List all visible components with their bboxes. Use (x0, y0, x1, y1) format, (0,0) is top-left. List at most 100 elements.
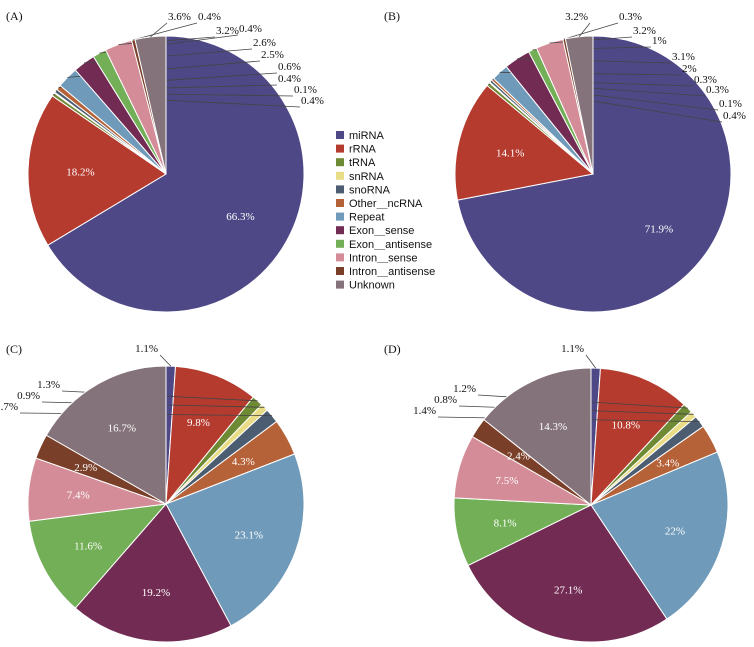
pie-c-label-11: 16.7% (108, 423, 136, 435)
pie-c-label-8: 11.6% (74, 541, 102, 553)
pie-d-label-4: 1.4% (413, 405, 436, 417)
legend-swatch-10 (336, 267, 344, 275)
pie-b-label-0: 71.9% (645, 224, 673, 236)
pie-b-label-4: 0.3% (706, 84, 729, 96)
pie-a-label-2: 0.4% (301, 95, 324, 107)
pie-d-label-5: 3.4% (656, 458, 679, 470)
pie-c-slice-rrna (165, 365, 254, 506)
pie-d-label-2: 1.2% (453, 383, 476, 395)
legend-label-9: Intron＿sense (349, 252, 417, 264)
legend-swatch-2 (336, 158, 344, 167)
legend-label-5: Other＿ncRNA (349, 198, 423, 210)
pie-c-label-6: 23.1% (235, 530, 263, 542)
pie-b-label-2: 0.4% (723, 110, 746, 122)
pie-a-label-11: 3.6% (168, 11, 191, 23)
panel-label-c: (C) (6, 342, 22, 356)
pie-c-label-4: 1.7% (0, 401, 18, 413)
pie-d-label-8: 8.1% (494, 518, 517, 530)
legend-swatch-6 (336, 212, 344, 221)
pie-d-label-0: 1.1% (561, 343, 584, 355)
pie-d-slice-unknown (483, 367, 592, 507)
pie-b-label-7: 3.1% (672, 51, 695, 63)
pie-a-label-10: 0.4% (198, 11, 221, 23)
panel-label-a: (A) (6, 9, 23, 23)
pie-c-label-3: 0.9% (17, 390, 40, 402)
pie-b-slice-rrna (454, 84, 595, 201)
pie-b-label-8: 1% (652, 35, 667, 47)
legend-swatch-7 (336, 226, 344, 235)
pie-b-label-3: 0.1% (719, 98, 742, 110)
legend-swatch-11 (336, 280, 344, 289)
pie-panel-d: 1.1% 10.8% 1.2%0.8%1.4% 3.4% 22% 27.1% 8.1% 7.5… (413, 343, 729, 643)
pie-b-leader-11 (578, 22, 591, 37)
pie-a-leader-10 (133, 22, 198, 41)
pie-d-label-11: 14.3% (539, 421, 567, 433)
panel-label-d: (D) (384, 342, 401, 356)
pie-a-label-8: 0.4% (239, 23, 262, 35)
pie-a-label-0: 66.3% (226, 211, 254, 223)
legend-swatch-0 (336, 131, 344, 139)
pie-a-label-4: 0.4% (278, 73, 301, 85)
pie-c-label-1: 9.8% (187, 417, 210, 429)
pie-d-label-7: 27.1% (554, 585, 582, 597)
pie-panel-c: 1.1% 9.8% 1.3%0.9%1.7% 4.3% 23.1% 19.2% 11.6% 7… (0, 343, 305, 643)
pie-a-slice-rrna (27, 95, 167, 246)
pie-c-leader-0 (159, 354, 172, 367)
pie-d-label-1: 10.8% (612, 420, 640, 432)
pie-c-label-5: 4.3% (232, 456, 255, 468)
pie-b-slice-mirna (456, 35, 732, 313)
legend-swatch-8 (336, 239, 344, 248)
pie-a-label-5: 0.6% (278, 61, 301, 73)
pie-b-label-5: 0.3% (694, 74, 717, 86)
pie-c-label-2: 1.3% (37, 379, 60, 391)
pie-panel-a: 66.3%18.2%0.4%0.1%0.4%0.6%2.5%2.6%0.4%3.… (27, 11, 324, 313)
legend-label-6: Repeat (349, 212, 384, 224)
pie-a-label-3: 0.1% (294, 84, 317, 96)
pie-c-label-0: 1.1% (135, 343, 158, 355)
legend-label-3: snRNA (349, 171, 385, 183)
pie-b-leader-10 (563, 22, 619, 40)
pie-d-label-6: 22% (665, 525, 685, 537)
legend-label-10: Intron＿antisense (349, 266, 435, 278)
pie-d-slice-rrna (590, 367, 685, 507)
pie-d-label-10: 2.4% (507, 451, 530, 463)
pie-c-slice-exon-sense (74, 503, 232, 643)
pie-b-label-6: 2% (682, 63, 697, 75)
pie-c-label-10: 2.9% (74, 462, 97, 474)
pie-c-label-9: 7.4% (67, 490, 90, 502)
pie-b-label-10: 0.3% (619, 11, 642, 23)
legend-swatch-4 (336, 185, 344, 194)
legend-label-11: Unknown (349, 280, 395, 292)
pie-c-slice-repeat (165, 453, 305, 627)
legend-label-7: Exon＿sense (349, 225, 414, 237)
pie-c-label-7: 19.2% (142, 587, 170, 599)
pie-a-label-7: 2.6% (253, 37, 276, 49)
legend-label-1: rRNA (349, 144, 377, 156)
pie-panel-b: 71.9%14.1%0.4%0.1%0.3%0.3%2%3.1%1%3.2%0.… (454, 11, 746, 313)
pie-d-leader-0 (585, 354, 597, 369)
legend-swatch-5 (336, 199, 344, 207)
pie-b-label-11: 3.2% (565, 11, 588, 23)
legend-label-4: snoRNA (349, 184, 391, 196)
pie-d-label-9: 7.5% (495, 475, 518, 487)
legend-label-2: tRNA (349, 157, 376, 169)
pie-d-slice-exon-sense (467, 504, 668, 643)
legend-swatch-1 (336, 144, 344, 153)
pie-a-label-6: 2.5% (261, 49, 284, 61)
panel-label-b: (B) (384, 9, 400, 23)
legend-swatch-9 (336, 253, 344, 262)
pie-c-slice-exon-antisense (28, 503, 168, 609)
pie-a-leader-11 (150, 22, 168, 38)
legend-label-8: Exon＿antisense (349, 239, 432, 251)
pie-b-label-1: 14.1% (496, 148, 524, 160)
pie-d-slice-repeat (590, 451, 729, 620)
pie-a-label-9: 3.2% (216, 25, 239, 37)
legend-swatch-3 (336, 171, 344, 180)
pie-a-label-1: 18.2% (66, 166, 94, 178)
pie-b-label-9: 3.2% (633, 25, 656, 37)
legend-label-0: miRNA (349, 130, 384, 142)
pie-c-slice-unknown (45, 365, 167, 505)
pie-d-label-3: 0.8% (434, 394, 457, 406)
